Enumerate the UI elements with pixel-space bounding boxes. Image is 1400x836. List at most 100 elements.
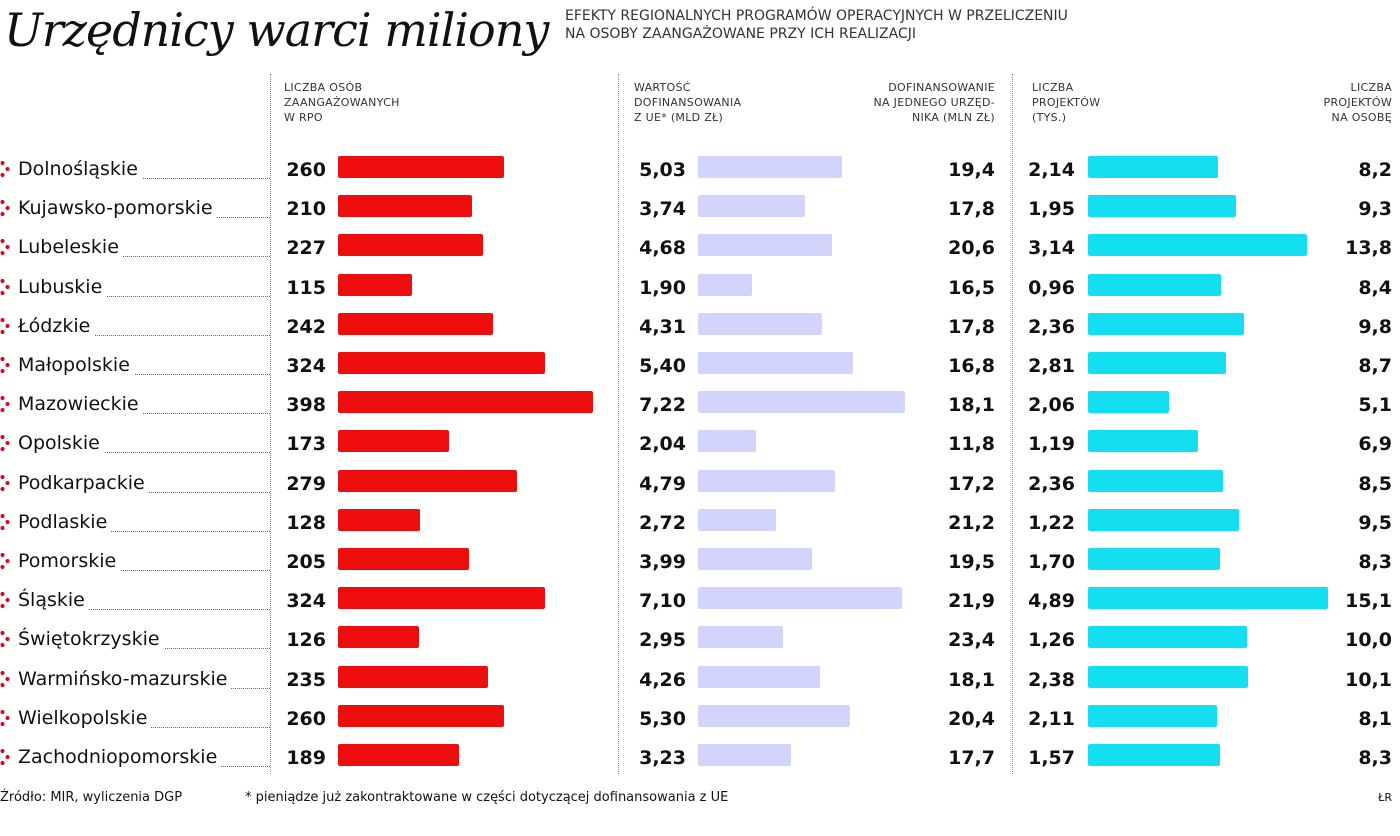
eu-funding-bar <box>698 548 812 570</box>
per-official-value-label: 16,8 <box>948 355 995 377</box>
eu-funding-bar <box>698 313 822 335</box>
projects-per-person-bar <box>1088 352 1226 374</box>
per-official-value-label: 16,5 <box>948 277 995 299</box>
projects-per-person-value-label: 9,5 <box>1358 512 1392 534</box>
eu-funding-value-label: 5,03 <box>639 159 686 181</box>
eu-funding-bar <box>698 156 842 178</box>
staff-value-label: 324 <box>286 590 326 612</box>
source-note: Źródło: MIR, wyliczenia DGP <box>0 790 183 805</box>
chart-row: Mazowieckie 398 7,22 18,1 2,06 5,1 <box>0 384 1400 423</box>
region-label: Małopolskie <box>18 354 134 376</box>
projects-per-person-value-label: 8,7 <box>1358 355 1392 377</box>
chart-row: Śląskie 324 7,10 21,9 4,89 15,1 <box>0 580 1400 619</box>
chart-row: Świętokrzyskie 126 2,95 23,4 1,26 10,0 <box>0 619 1400 658</box>
eu-funding-bar <box>698 509 776 531</box>
staff-value-label: 210 <box>286 198 326 220</box>
staff-bar <box>338 391 593 413</box>
staff-bar <box>338 666 488 688</box>
eu-funding-value-label: 4,26 <box>639 669 686 691</box>
eu-funding-value-label: 3,23 <box>639 747 686 769</box>
chart-row: Warmińsko-mazurskie 235 4,26 18,1 2,38 10,1 <box>0 659 1400 698</box>
projects-per-person-value-label: 8,1 <box>1358 708 1392 730</box>
row-marker-icon <box>0 236 10 258</box>
projects-per-person-value-label: 15,1 <box>1345 590 1392 612</box>
chart-row: Pomorskie 205 3,99 19,5 1,70 8,3 <box>0 541 1400 580</box>
projects-per-person-value-label: 8,4 <box>1358 277 1392 299</box>
staff-bar <box>338 626 419 648</box>
eu-funding-value-label: 7,10 <box>639 590 686 612</box>
row-marker-icon <box>0 432 10 454</box>
column-header-projects: LICZBA PROJEKTÓW (TYS.) <box>1032 81 1101 124</box>
region-label: Kujawsko-pomorskie <box>18 197 217 219</box>
projects-value-label: 1,19 <box>1028 433 1075 455</box>
region-label: Mazowieckie <box>18 393 143 415</box>
chart-row: Lubuskie 115 1,90 16,5 0,96 8,4 <box>0 267 1400 306</box>
dotted-leader <box>18 178 270 179</box>
projects-per-person-value-label: 10,0 <box>1345 629 1392 651</box>
eu-funding-value-label: 1,90 <box>639 277 686 299</box>
projects-per-person-value-label: 10,1 <box>1345 669 1392 691</box>
staff-bar <box>338 705 504 727</box>
staff-bar <box>338 195 472 217</box>
eu-funding-bar <box>698 430 756 452</box>
projects-value-label: 2,06 <box>1028 394 1075 416</box>
projects-per-person-value-label: 6,9 <box>1358 433 1392 455</box>
chart-row: Zachodniopomorskie 189 3,23 17,7 1,57 8,3 <box>0 737 1400 776</box>
projects-value-label: 2,36 <box>1028 316 1075 338</box>
dotted-leader <box>18 256 270 257</box>
eu-funding-value-label: 2,04 <box>639 433 686 455</box>
column-header-per-official: DOFINANSOWANIE NA JEDNEGO URZĘD- NIKA (M… <box>873 81 995 124</box>
region-label: Śląskie <box>18 589 89 611</box>
dotted-leader <box>18 531 270 532</box>
staff-bar <box>338 352 545 374</box>
per-official-value-label: 23,4 <box>948 629 995 651</box>
staff-value-label: 260 <box>286 159 326 181</box>
chart-row: Podlaskie 128 2,72 21,2 1,22 9,5 <box>0 502 1400 541</box>
projects-value-label: 2,36 <box>1028 473 1075 495</box>
staff-bar <box>338 509 420 531</box>
region-label: Podkarpackie <box>18 472 149 494</box>
staff-bar <box>338 156 504 178</box>
projects-value-label: 2,11 <box>1028 708 1075 730</box>
projects-value-label: 2,38 <box>1028 669 1075 691</box>
per-official-value-label: 17,7 <box>948 747 995 769</box>
per-official-value-label: 18,1 <box>948 394 995 416</box>
projects-per-person-bar <box>1088 195 1236 217</box>
footnote: * pieniądze już zakontraktowane w części… <box>245 790 729 805</box>
projects-per-person-value-label: 8,5 <box>1358 473 1392 495</box>
region-label: Dolnośląskie <box>18 158 142 180</box>
chart-row: Opolskie 173 2,04 11,8 1,19 6,9 <box>0 423 1400 462</box>
staff-value-label: 398 <box>286 394 326 416</box>
projects-per-person-bar <box>1088 274 1221 296</box>
projects-per-person-bar <box>1088 626 1247 648</box>
projects-per-person-bar <box>1088 705 1217 727</box>
projects-per-person-bar <box>1088 587 1328 609</box>
projects-per-person-bar <box>1088 666 1248 688</box>
projects-per-person-bar <box>1088 313 1244 335</box>
eu-funding-bar <box>698 274 752 296</box>
eu-funding-value-label: 4,31 <box>639 316 686 338</box>
region-label: Łódzkie <box>18 315 95 337</box>
projects-per-person-bar <box>1088 430 1198 452</box>
row-marker-icon <box>0 589 10 611</box>
projects-per-person-bar <box>1088 548 1220 570</box>
projects-per-person-value-label: 8,2 <box>1358 159 1392 181</box>
dotted-leader <box>18 570 270 571</box>
staff-bar <box>338 548 469 570</box>
dotted-leader <box>18 296 270 297</box>
eu-funding-bar <box>698 391 905 413</box>
projects-per-person-bar <box>1088 744 1220 766</box>
eu-funding-value-label: 5,40 <box>639 355 686 377</box>
column-divider <box>270 74 271 774</box>
staff-value-label: 189 <box>286 747 326 769</box>
row-marker-icon <box>0 628 10 650</box>
projects-per-person-bar <box>1088 509 1239 531</box>
per-official-value-label: 17,2 <box>948 473 995 495</box>
projects-per-person-bar <box>1088 234 1307 256</box>
per-official-value-label: 20,4 <box>948 708 995 730</box>
staff-value-label: 115 <box>286 277 326 299</box>
eu-funding-bar <box>698 744 791 766</box>
row-marker-icon <box>0 707 10 729</box>
per-official-value-label: 19,5 <box>948 551 995 573</box>
eu-funding-value-label: 3,74 <box>639 198 686 220</box>
